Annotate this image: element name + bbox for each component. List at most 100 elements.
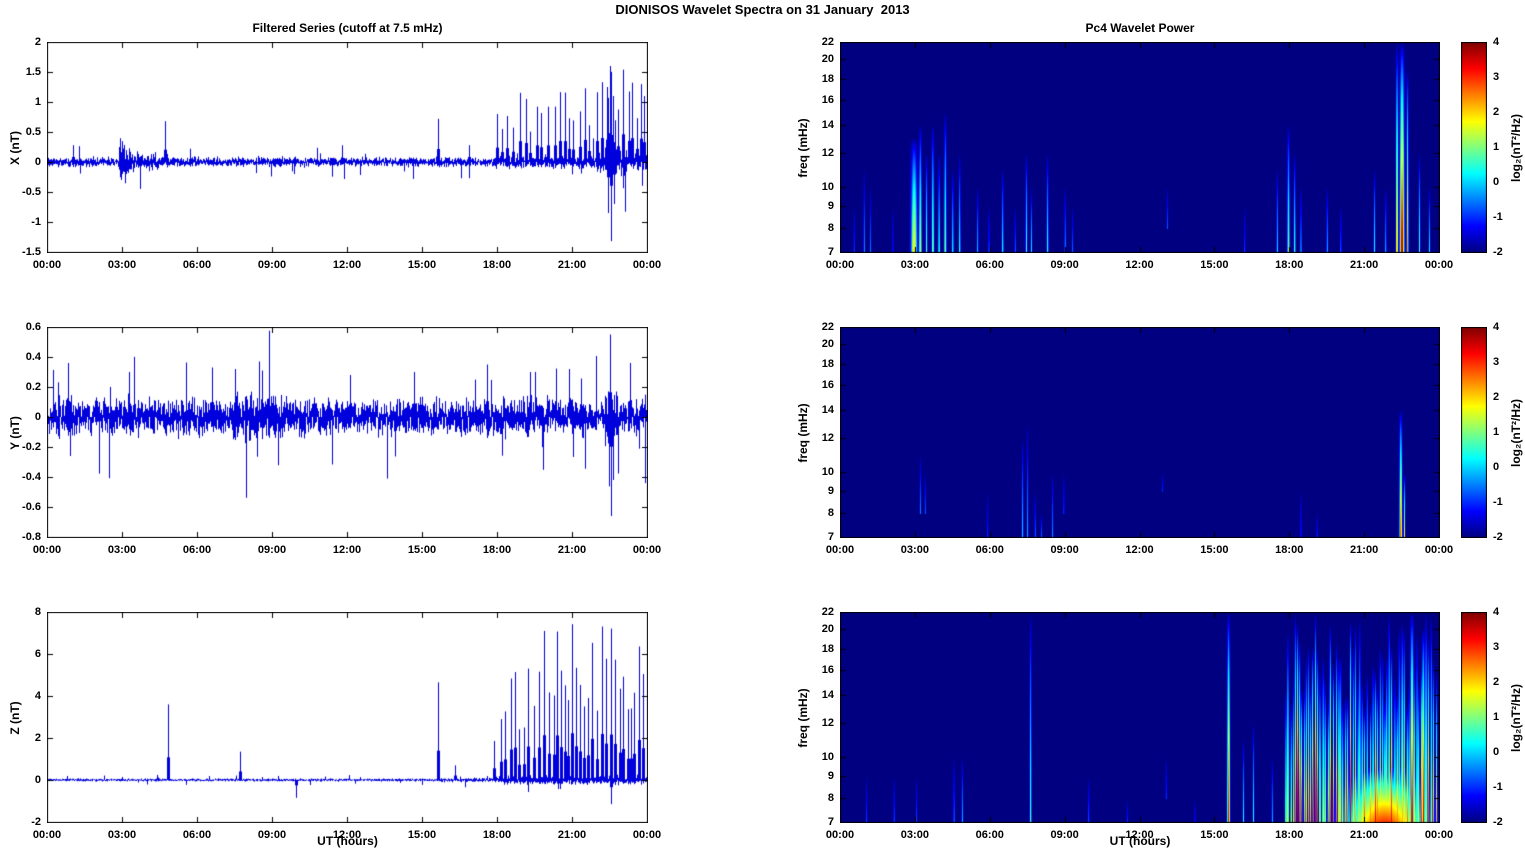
tick-label: 2 — [34, 36, 41, 48]
tick-label: 09:00 — [257, 829, 287, 841]
tick-label: 10 — [821, 180, 834, 193]
tick-label: 15:00 — [407, 544, 437, 556]
tick-label: 2 — [1493, 676, 1500, 688]
tick-label: 06:00 — [975, 829, 1004, 841]
tick-label: 00:00 — [32, 544, 62, 556]
tick-label: 12:00 — [1125, 829, 1154, 841]
tick-label: 4 — [1493, 321, 1500, 333]
tick-label: 12:00 — [332, 259, 362, 271]
tick-label: 0 — [34, 411, 41, 423]
tick-label: 2 — [34, 732, 41, 744]
colorbar-y-canvas — [1461, 327, 1487, 538]
tick-label: -0.4 — [22, 471, 41, 483]
tick-label: 00:00 — [632, 544, 662, 556]
tick-label: 9 — [827, 769, 834, 782]
tick-label: 1 — [34, 96, 41, 108]
tick-label: 06:00 — [182, 259, 212, 271]
tick-label: 22 — [821, 606, 834, 618]
xlabel-right: UT (hours) — [1109, 834, 1171, 848]
tick-label: 9 — [827, 484, 834, 497]
tick-label: 7 — [827, 246, 834, 258]
figure-title: DIONISOS Wavelet Spectra on 31 January 2… — [615, 2, 910, 17]
timeseries-y-canvas — [47, 327, 648, 538]
tick-label: 15:00 — [407, 259, 437, 271]
tick-label: 18 — [821, 357, 834, 370]
tick-label: 2 — [1493, 106, 1500, 118]
tick-label: 18 — [821, 72, 834, 85]
tick-label: 15:00 — [1200, 829, 1229, 841]
tick-label: 00:00 — [32, 829, 62, 841]
timeseries-x-canvas — [47, 42, 648, 253]
tick-label: -1 — [1493, 781, 1503, 793]
ylabel-z: Z (nT) — [8, 701, 22, 735]
tick-label: 14 — [821, 688, 834, 701]
tick-label: -2 — [1493, 531, 1503, 543]
tick-label: 12:00 — [1125, 544, 1154, 556]
tick-label: 1 — [1493, 426, 1500, 438]
tick-label: 9 — [827, 199, 834, 212]
tick-label: 0 — [1493, 176, 1500, 188]
tick-label: 21:00 — [1350, 829, 1379, 841]
tick-label: 00:00 — [632, 259, 662, 271]
tick-label: 18:00 — [482, 259, 512, 271]
tick-label: 03:00 — [107, 259, 137, 271]
tick-label: 00:00 — [825, 544, 855, 556]
tick-label: 10 — [821, 465, 834, 478]
tick-label: 0 — [1493, 746, 1500, 758]
tick-label: 21:00 — [557, 829, 587, 841]
tick-label: 7 — [827, 816, 834, 828]
tick-label: 12:00 — [1125, 259, 1154, 271]
tick-label: 12 — [821, 717, 834, 730]
tick-label: 09:00 — [1050, 259, 1079, 271]
wavelet-power-z-canvas — [840, 612, 1440, 823]
tick-label: 22 — [821, 36, 834, 48]
tick-label: 0.2 — [25, 381, 41, 393]
tick-label: 7 — [827, 531, 834, 543]
tick-label: 18:00 — [1275, 544, 1304, 556]
tick-label: -1 — [1493, 496, 1503, 508]
tick-label: 03:00 — [900, 544, 929, 556]
tick-label: 18:00 — [1275, 829, 1304, 841]
tick-label: 12 — [821, 432, 834, 445]
tick-label: -1.5 — [22, 246, 41, 258]
colorbar-x-canvas — [1461, 42, 1487, 253]
tick-label: 20 — [821, 623, 834, 636]
tick-label: -0.6 — [22, 501, 41, 513]
tick-label: 00:00 — [1424, 259, 1454, 271]
tick-label: 22 — [821, 321, 834, 333]
tick-label: 09:00 — [257, 544, 287, 556]
tick-label: -1 — [1493, 211, 1503, 223]
tick-label: 03:00 — [900, 829, 929, 841]
tick-label: 18:00 — [1275, 259, 1304, 271]
tick-label: 16 — [821, 94, 834, 107]
tick-label: 0 — [1493, 461, 1500, 473]
xlabel-left: UT (hours) — [317, 834, 378, 848]
left-plots-title: Filtered Series (cutoff at 7.5 mHz) — [252, 21, 443, 35]
tick-label: 12 — [821, 147, 834, 160]
tick-label: 21:00 — [557, 544, 587, 556]
tick-label: 0 — [34, 156, 41, 168]
tick-label: 8 — [827, 791, 834, 804]
colorbar-z-canvas — [1461, 612, 1487, 823]
timeseries-z-canvas — [47, 612, 648, 823]
tick-label: -1 — [31, 216, 41, 228]
tick-label: 4 — [1493, 36, 1500, 48]
tick-label: 0.5 — [25, 126, 41, 138]
tick-label: 03:00 — [900, 259, 929, 271]
tick-label: 00:00 — [632, 829, 662, 841]
tick-label: 09:00 — [1050, 544, 1079, 556]
tick-label: 4 — [34, 690, 41, 702]
tick-label: 20 — [821, 53, 834, 66]
tick-label: 00:00 — [825, 259, 855, 271]
tick-label: -2 — [1493, 816, 1503, 828]
tick-label: 12:00 — [332, 829, 362, 841]
tick-label: 16 — [821, 664, 834, 677]
tick-label: -2 — [1493, 246, 1503, 258]
tick-label: 06:00 — [975, 544, 1004, 556]
tick-label: 0.6 — [25, 321, 41, 333]
tick-label: -0.8 — [22, 531, 41, 543]
tick-label: 2 — [1493, 391, 1500, 403]
tick-label: 00:00 — [825, 829, 855, 841]
tick-label: 0 — [34, 774, 41, 786]
tick-label: 3 — [1493, 356, 1500, 368]
